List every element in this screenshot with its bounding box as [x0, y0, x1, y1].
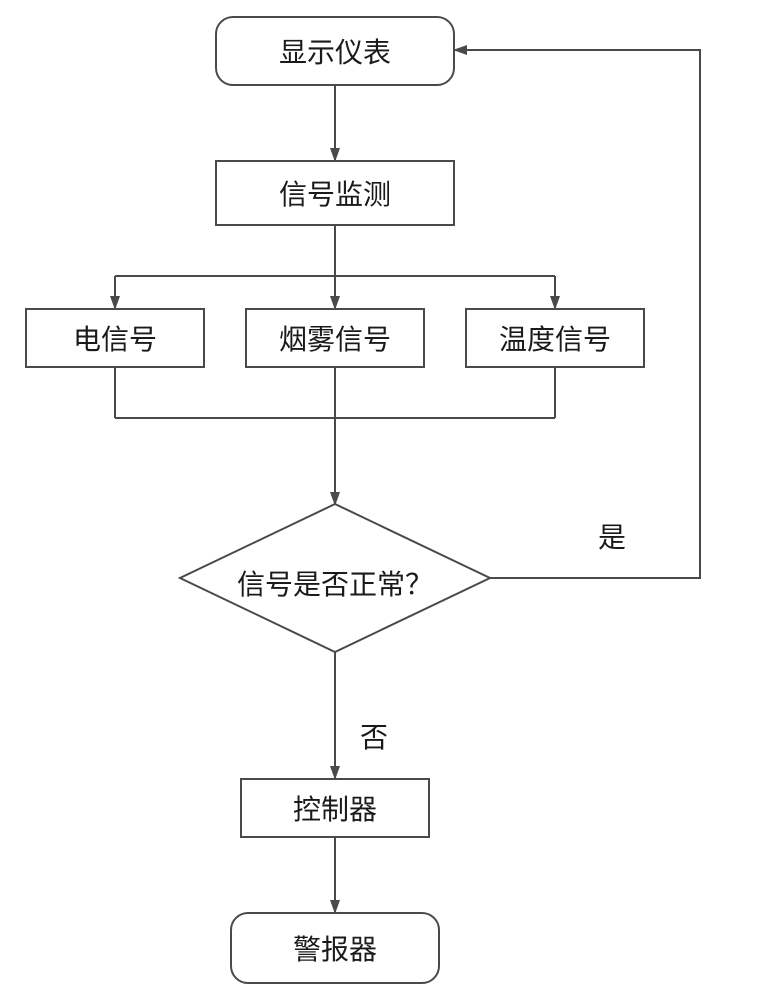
edge-layer — [0, 0, 767, 1000]
node-label: 电信号 — [73, 318, 157, 358]
node-smoke-signal: 烟雾信号 — [245, 308, 425, 368]
node-temperature-signal: 温度信号 — [465, 308, 645, 368]
node-alarm: 警报器 — [230, 912, 440, 984]
node-label: 烟雾信号 — [279, 318, 391, 358]
node-label: 显示仪表 — [279, 31, 391, 71]
node-controller: 控制器 — [240, 778, 430, 838]
node-label: 警报器 — [293, 928, 377, 968]
node-label: 温度信号 — [499, 318, 611, 358]
label-yes: 是 — [598, 516, 626, 556]
node-display-meter: 显示仪表 — [215, 16, 455, 86]
node-signal-monitor: 信号监测 — [215, 160, 455, 226]
node-label: 控制器 — [293, 788, 377, 828]
node-electrical-signal: 电信号 — [25, 308, 205, 368]
node-decision: 信号是否正常？ — [235, 563, 435, 603]
label-no: 否 — [360, 716, 388, 756]
node-label: 信号是否正常？ — [237, 569, 433, 600]
node-label: 信号监测 — [279, 173, 391, 213]
flowchart-canvas: 显示仪表 信号监测 电信号 烟雾信号 温度信号 信号是否正常？ 是 否 控制器 … — [0, 0, 767, 1000]
